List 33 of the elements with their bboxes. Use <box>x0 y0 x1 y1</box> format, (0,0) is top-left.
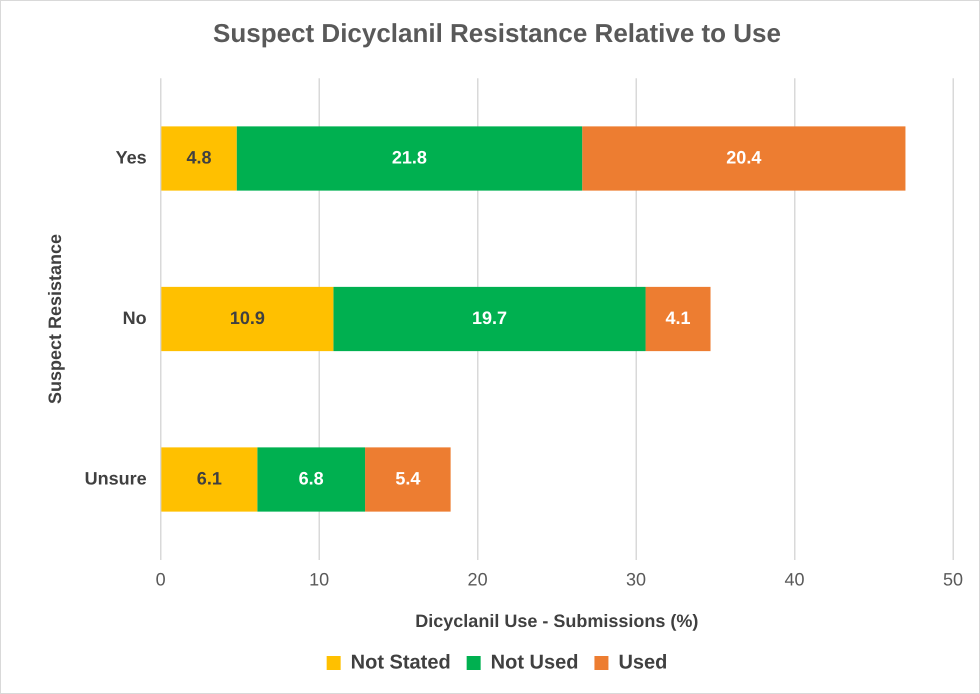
data-label: 6.8 <box>298 468 324 488</box>
x-tick-label: 30 <box>626 570 646 590</box>
bar <box>365 447 451 512</box>
bar <box>236 126 582 191</box>
y-axis-title: Suspect Resistance <box>44 234 65 404</box>
bar <box>161 447 258 512</box>
bar <box>582 126 906 191</box>
x-axis-title: Dicyclanil Use - Submissions (%) <box>415 611 698 632</box>
data-label: 20.4 <box>726 147 762 168</box>
x-tick-label: 20 <box>468 570 488 590</box>
data-label: 10.9 <box>230 308 265 328</box>
data-label: 21.8 <box>392 147 427 168</box>
bar <box>333 286 646 352</box>
data-label: 6.1 <box>196 468 222 488</box>
legend-label: Not Used <box>490 652 578 674</box>
bar <box>161 126 237 191</box>
data-label: 5.4 <box>395 468 420 488</box>
legend-label: Used <box>618 652 668 674</box>
data-label: 4.8 <box>186 147 212 168</box>
y-tick-label: No <box>122 308 147 328</box>
y-tick-label: Unsure <box>84 468 147 488</box>
bar <box>646 286 711 352</box>
y-tick-label: Yes <box>116 147 147 168</box>
x-tick-label: 50 <box>942 570 964 590</box>
chart-title: Suspect Dicyclanil Resistance Relative to Use <box>213 18 781 48</box>
data-label: 19.7 <box>472 308 507 328</box>
x-tick-label: 40 <box>784 570 805 590</box>
data-label: 4.1 <box>666 308 691 328</box>
x-tick-label: 10 <box>309 570 330 590</box>
bar <box>257 447 366 512</box>
x-tick-label: 0 <box>156 570 166 590</box>
bar <box>161 286 334 352</box>
legend-label: Not Stated <box>350 652 451 674</box>
